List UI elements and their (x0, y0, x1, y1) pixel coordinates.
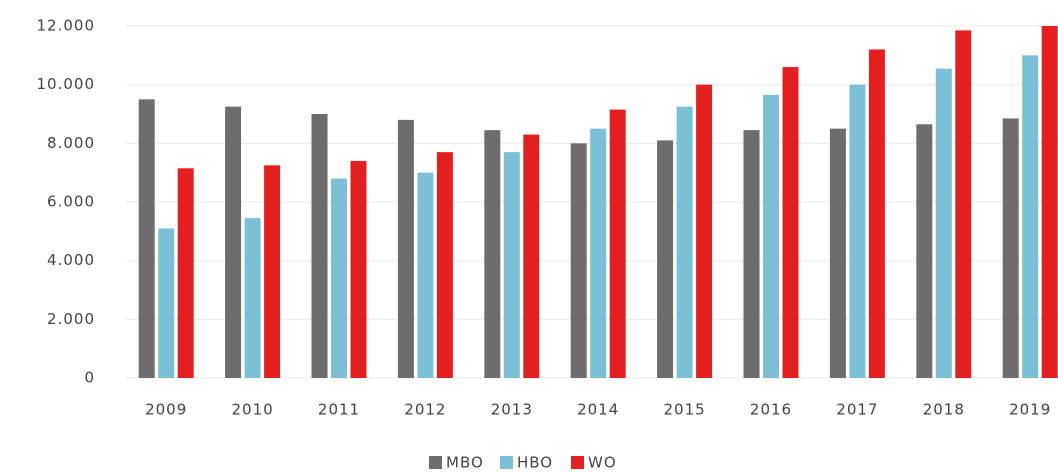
x-tick-label: 2017 (836, 401, 878, 419)
x-tick-label: 2018 (923, 401, 965, 419)
bar (1022, 55, 1039, 378)
bar (570, 143, 587, 378)
y-tick-label: 8.000 (47, 134, 95, 152)
bar (676, 106, 693, 379)
bar (916, 124, 933, 379)
y-tick-label: 4.000 (47, 251, 95, 269)
bar (417, 172, 434, 378)
x-tick-label: 2019 (1009, 401, 1051, 419)
legend-swatch (571, 456, 584, 469)
bar (849, 84, 866, 379)
bar (1002, 118, 1019, 379)
x-tick-label: 2014 (577, 401, 619, 419)
x-tick-label: 2011 (318, 401, 360, 419)
bar (264, 165, 281, 378)
bar (609, 109, 626, 378)
bar (590, 128, 607, 378)
bar (657, 140, 674, 378)
bar (331, 178, 347, 378)
bar (696, 84, 713, 379)
legend-swatch (500, 456, 513, 469)
y-tick-label: 12.000 (37, 17, 96, 35)
bar (1041, 26, 1058, 378)
bar (177, 168, 194, 378)
bar (782, 67, 799, 379)
bar (397, 119, 414, 378)
bar (350, 160, 367, 378)
bar (225, 106, 242, 379)
x-tick-label: 2010 (232, 401, 274, 419)
bar (244, 218, 261, 378)
y-tick-label: 0 (84, 369, 95, 387)
y-tick-label: 6.000 (47, 193, 95, 211)
bar (935, 68, 952, 379)
x-tick-label: 2016 (750, 401, 792, 419)
bar (503, 152, 520, 378)
legend-label: WO (588, 454, 617, 472)
x-tick-label: 2015 (664, 401, 706, 419)
bar (829, 128, 846, 378)
legend-label: MBO (446, 454, 484, 472)
bar (436, 152, 453, 378)
x-tick-label: 2013 (491, 401, 533, 419)
bar (868, 49, 885, 378)
bar (138, 99, 155, 378)
legend-label: HBO (517, 454, 553, 472)
x-tick-label: 2009 (145, 401, 187, 419)
y-tick-label: 10.000 (37, 75, 96, 93)
x-tick-label: 2012 (404, 401, 446, 419)
bar (158, 228, 175, 378)
bar (523, 134, 540, 378)
bar (484, 130, 501, 378)
bar (955, 30, 972, 379)
bar (311, 114, 328, 378)
bar (763, 94, 779, 378)
bar (743, 130, 760, 378)
legend-swatch (429, 456, 442, 469)
y-tick-label: 2.000 (47, 310, 95, 328)
